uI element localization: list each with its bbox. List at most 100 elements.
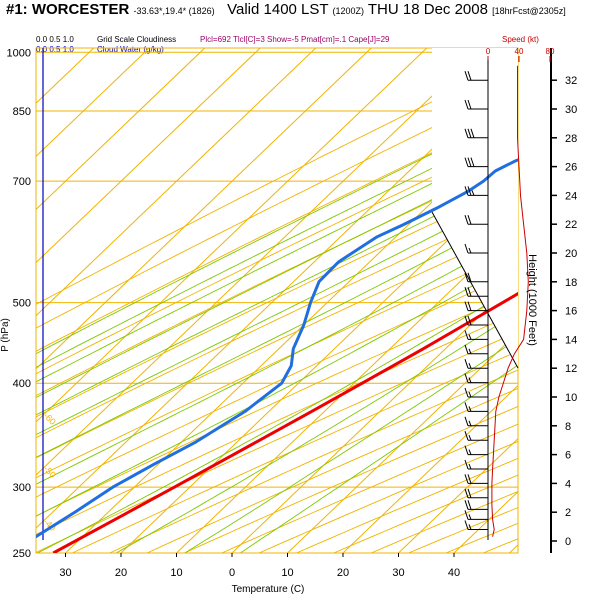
isotherm-line [36,48,150,158]
wind-barb-flag [467,488,472,498]
moist-adiabat-line [36,125,518,368]
wind-barb-flag [464,215,469,225]
height-tick-label: 26 [565,162,577,174]
wind-barb-flag [467,71,472,81]
forecast-date: THU 18 Dec 2008 [367,1,488,18]
pressure-tick-label: 500 [13,298,31,310]
wind-barb-half [468,348,472,354]
speed-tick-label: 0 [486,47,491,56]
isotherm-line [36,48,428,423]
isotherm-line [287,331,518,553]
wind-barb-flag [464,520,469,530]
dry-adiabat-line [183,406,518,553]
wind-barb-half [468,420,472,426]
dry-adiabat-line [36,291,518,517]
cloud-label-1: Grid Scale Cloudiness [97,35,177,44]
x-tick-label: 30 [392,567,404,579]
height-tick-label: 0 [565,536,571,548]
x-tick-label: 20 [337,567,349,579]
temperature-line [52,291,518,553]
wind-barb-flag [467,301,472,311]
dry-adiabat-line [36,228,518,459]
wind-barb-flag [464,402,469,412]
cloud-scale-2: 0.0 0.5 1.0 [36,45,74,54]
wind-barb-flag [464,344,469,354]
moist-adiabat-line [36,140,518,383]
x-tick-label: 20 [115,567,127,579]
moist-adiabat-line [36,173,518,416]
isotherm-line [342,384,518,553]
wind-barb-flag [467,500,472,510]
zulu-time: (1200Z) [332,6,364,16]
moist-adiabat-line [36,235,518,485]
wind-profile [464,60,529,540]
dry-adiabat-line [146,387,518,553]
height-tick-label: 22 [565,219,577,231]
isotherm-label: -50 [42,464,58,480]
moist-adiabat-line [115,311,518,553]
height-tick-label: 32 [565,75,577,87]
isotherm-line [176,225,518,553]
wind-barb-flag [464,186,469,196]
x-axis-label: Temperature (C) [232,584,305,595]
height-tick-label: 8 [565,421,571,433]
cloud-label-2: Cloud Water (g/kg) [97,45,164,54]
pressure-tick-label: 1000 [7,47,31,59]
wind-barb-flag [464,510,469,520]
pressure-tick-label: 400 [13,378,31,390]
height-tick-label: 10 [565,392,577,404]
height-tick-label: 12 [565,363,577,375]
wind-panel-mask [432,48,518,368]
x-tick-label: 10 [170,567,182,579]
wind-barb-flag [470,157,475,167]
dry-adiabat-line [36,271,518,498]
isotherm-line [36,48,206,211]
isotherm-line [36,48,261,264]
station-coords: -33.63*,19.4* (1826) [133,6,215,16]
dry-adiabat-line [36,311,518,535]
wind-barb-flag [467,186,472,196]
wind-barb-half [468,334,472,340]
speed-tick-label: 40 [515,47,524,56]
height-tick-label: 14 [565,334,577,346]
wind-barb-flag [464,243,469,254]
wind-barb-half [468,435,472,441]
speed-tick-label: 80 [546,47,555,56]
wind-barb-flag [464,157,469,167]
height-tick-label: 18 [565,277,577,289]
wind-barb-flag [464,99,469,110]
wind-barb-half [468,363,472,369]
chart-title: #1: WORCESTER -33.63*,19.4* (1826) Valid… [6,1,566,18]
wind-barb-flag [467,99,472,110]
wind-barb-flag [464,71,469,81]
station-name: #1: WORCESTER [6,1,130,18]
x-tick-label: 10 [281,567,293,579]
wind-barb-flag [464,287,469,297]
wind-panel-edge [431,211,519,369]
wind-barb-flag [464,416,469,426]
wind-barb-half [468,391,472,398]
wind-barb-flag [467,128,472,138]
stability-indices: Plcl=692 Tlcl[C]=3 Show=-5 Pmat[cm]=.1 C… [200,35,390,44]
cloud-scale-1: 0.0 0.5 1.0 [36,35,74,44]
dewpoint-line [36,158,518,539]
dry-adiabat-line [36,331,518,553]
wind-barb-flag [464,301,469,311]
speed-axis-label: Speed (kt) [502,35,539,44]
wind-barb-half [468,463,472,470]
height-tick-label: 16 [565,306,577,318]
pressure-tick-label: 300 [13,482,31,494]
height-tick-label: 30 [565,104,577,116]
moist-adiabat-line [36,285,518,553]
x-tick-label: 40 [448,567,460,579]
wind-barb-flag [467,215,472,225]
wind-barb-half [468,247,472,254]
dry-adiabat-line [71,350,518,553]
x-tick-label: 0 [229,567,235,579]
x-tick-label: 30 [59,567,71,579]
wind-barb-flag [467,287,472,297]
dry-adiabat-line [36,135,518,375]
wind-barb-flag [464,315,469,326]
